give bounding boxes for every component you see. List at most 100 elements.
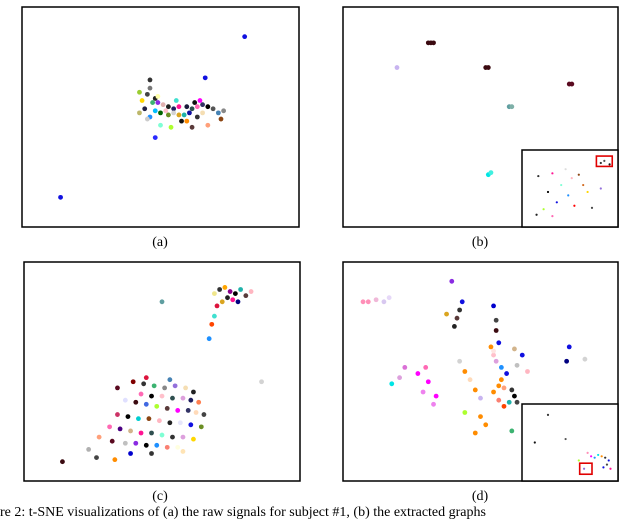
point-c-point-61 [133,440,139,446]
point-d-point-10 [444,311,449,317]
point-c-point-21 [162,385,168,391]
inset-b-point-6 [570,177,573,180]
point-b-point-2 [431,40,436,46]
inset-d-point-2 [533,441,536,444]
point-d-point-47 [467,377,473,383]
point-a-point-27 [163,108,169,114]
point-b-point-6 [569,81,575,87]
point-c-point-0 [217,287,223,292]
point-d-point-16 [491,352,496,358]
inset-d-point-9 [607,459,610,462]
point-d-point-46 [462,369,468,374]
point-a-point-15 [189,106,195,112]
panel-label-c: (c) [152,489,168,504]
point-c-point-73 [180,449,186,454]
point-c-point-64 [164,444,170,450]
point-a-point-2 [202,75,208,81]
point-a-point-46 [173,98,179,103]
point-c-point-26 [149,393,154,399]
point-a-point-35 [194,114,200,120]
scatter-plot-c [23,261,301,482]
inset-highlight-box-d [578,462,593,476]
point-c-point-40 [201,412,207,417]
figure-caption: re 2: t-SNE visualizations of (a) the ra… [0,505,486,520]
point-c-point-46 [167,420,173,426]
panel-c [23,261,301,482]
point-a-point-20 [197,98,203,103]
point-c-point-38 [185,408,191,413]
point-c-point-23 [183,385,188,391]
point-a-point-43 [152,135,158,141]
point-c-point-63 [154,442,160,448]
point-c-point-45 [156,418,162,424]
panel-b [342,6,619,228]
point-c-point-24 [191,389,196,395]
point-a-point-5 [144,91,150,97]
point-d-point-45 [457,358,463,364]
point-c-point-28 [170,395,175,401]
point-d-point-2 [373,297,379,303]
point-a-point-34 [184,118,190,124]
point-a-point-37 [215,110,221,116]
point-c-point-31 [196,399,202,405]
point-c-point-48 [188,422,194,428]
point-c-point-19 [141,381,147,387]
point-c-point-11 [212,291,217,296]
point-c-point-39 [193,410,199,415]
point-a-point-47 [139,98,145,103]
scatter-plot-b [342,6,619,228]
point-c-point-67 [86,447,92,452]
point-a-point-29 [152,108,158,114]
point-c-point-32 [122,397,128,403]
inset-d-point-3 [586,451,589,454]
inset-b-point-18 [582,183,585,187]
point-c-point-66 [96,434,102,440]
point-c-point-20 [151,383,157,389]
inset-b-point-11 [586,190,589,194]
point-d-point-55 [491,348,496,354]
point-d-point-6 [459,299,465,305]
inset-b-point-3 [537,174,540,178]
point-d-point-49 [478,395,483,401]
scatter-plot-a [21,6,300,228]
point-a-point-33 [179,118,184,124]
point-d-point-44 [431,401,436,407]
point-c-point-13 [212,313,217,319]
point-d-point-22 [491,389,496,395]
inset-b-point-16 [535,213,538,216]
inset-frame-d [521,403,619,482]
point-d-point-25 [512,393,517,399]
point-d-point-7 [457,307,463,313]
point-c-point-25 [138,391,144,397]
point-c-point-50 [107,424,112,430]
point-a-point-44 [144,116,150,122]
point-d-point-17 [493,358,499,364]
point-d-point-32 [566,344,572,350]
point-d-point-37 [425,379,431,385]
point-a-point-23 [181,112,187,118]
point-c-point-68 [128,451,133,456]
point-c-point-7 [225,295,230,301]
point-d-point-5 [449,278,455,284]
panel-label-d: (d) [471,489,489,504]
point-a-point-22 [187,110,192,116]
inset-b-point-0 [599,161,602,165]
point-c-point-4 [238,287,244,292]
inset-highlight-box-b [595,155,614,168]
inset-b-point-2 [608,163,611,166]
point-c-point-15 [206,336,212,342]
point-a-point-16 [194,104,200,110]
point-c-point-2 [227,289,233,294]
inset-d-point-14 [577,459,580,462]
point-d-point-30 [519,352,525,358]
point-a-point-48 [137,89,142,95]
plot-frame-c [23,261,301,482]
point-a-point-28 [158,110,163,116]
point-c-point-22 [172,383,178,389]
point-a-point-42 [189,124,195,130]
point-c-point-10 [235,299,241,305]
point-d-point-39 [433,393,439,399]
point-a-point-31 [137,110,142,116]
point-d-point-9 [452,324,457,329]
point-c-point-62 [143,442,149,448]
